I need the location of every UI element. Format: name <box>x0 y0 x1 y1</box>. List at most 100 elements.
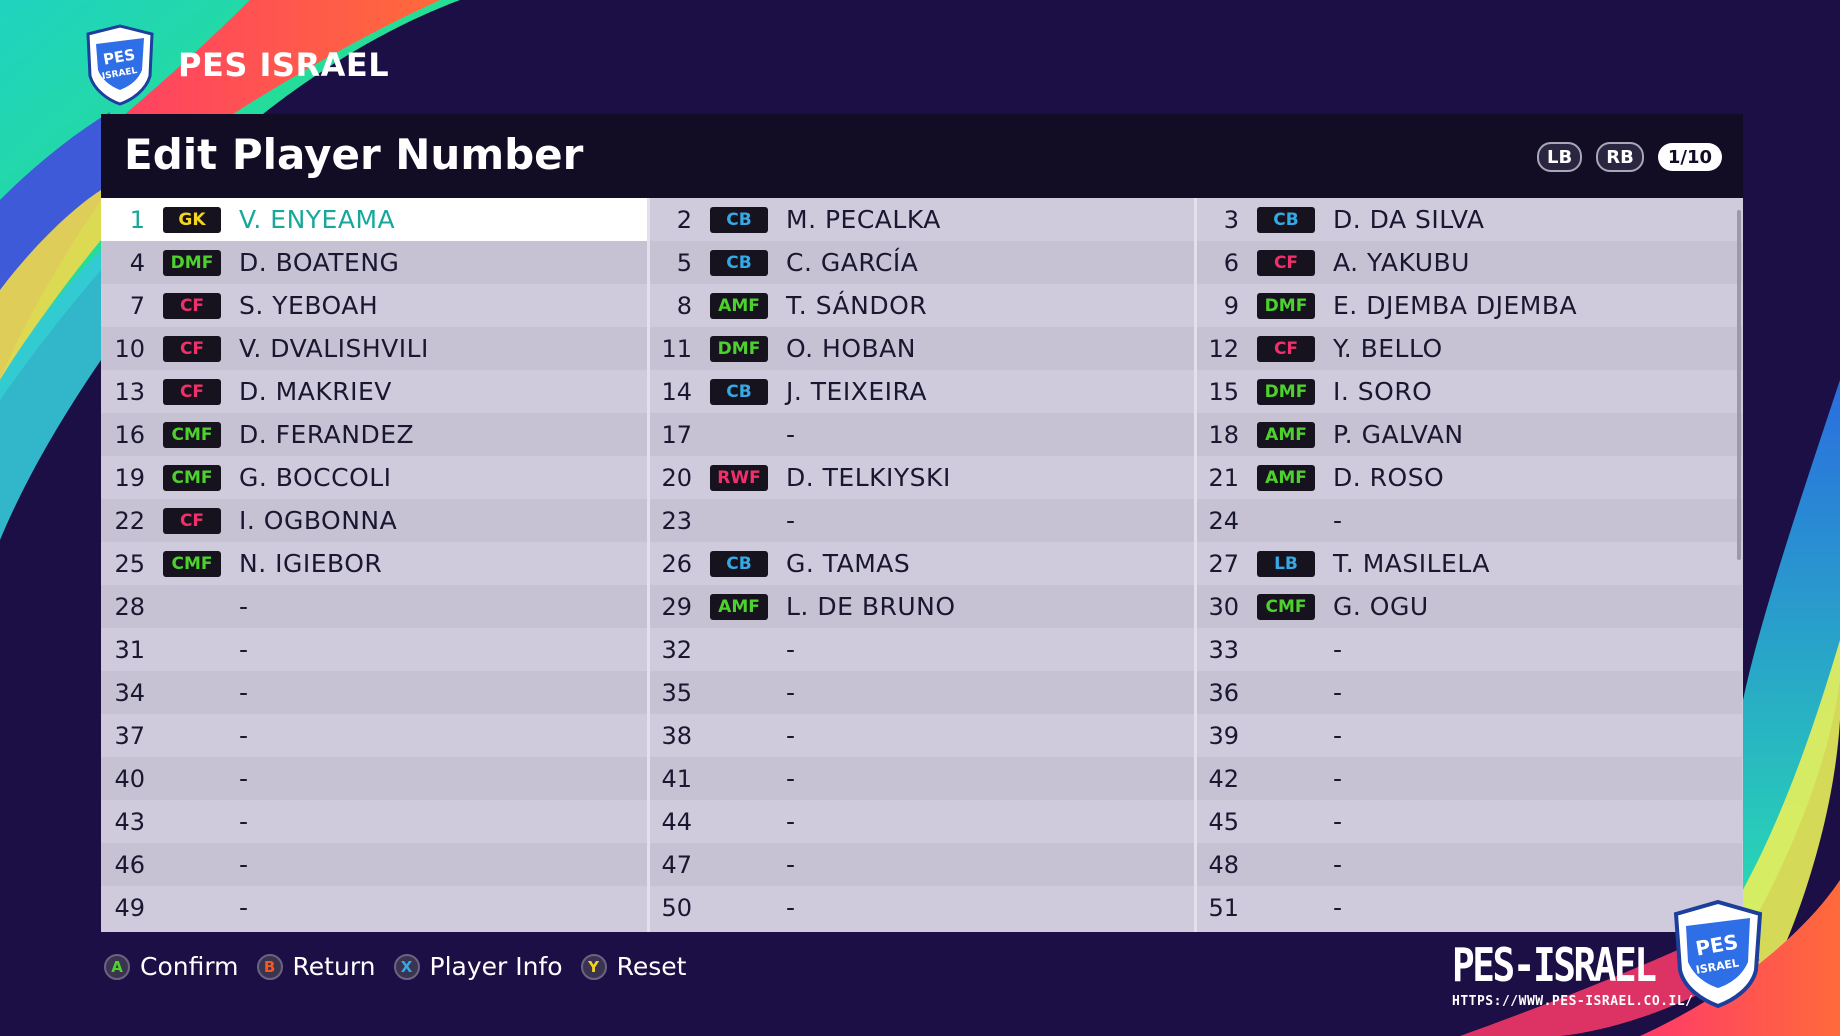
shirt-number: 9 <box>1223 291 1239 320</box>
position-badge <box>710 508 768 534</box>
player-name: L. DE BRUNO <box>786 592 956 621</box>
player-row-27[interactable]: 27 LB T. MASILELA <box>1195 542 1742 585</box>
position-badge: CF <box>1257 335 1315 362</box>
shirt-number: 14 <box>661 377 692 406</box>
confirm-label: Confirm <box>140 952 239 981</box>
player-row-41[interactable]: 41 - <box>648 757 1195 800</box>
button-prompts: A Confirm B Return X Player Info Y Reset <box>104 952 704 981</box>
player-row-51[interactable]: 51 - <box>1195 886 1742 929</box>
player-row-37[interactable]: 37 - <box>101 714 648 757</box>
player-row-15[interactable]: 15 DMF I. SORO <box>1195 370 1742 413</box>
player-row-9[interactable]: 9 DMF E. DJEMBA DJEMBA <box>1195 284 1742 327</box>
reset-prompt[interactable]: Y Reset <box>580 952 686 981</box>
confirm-prompt[interactable]: A Confirm <box>104 952 239 981</box>
player-name: - <box>1333 721 1343 750</box>
player-row-18[interactable]: 18 AMF P. GALVAN <box>1195 413 1742 456</box>
player-row-35[interactable]: 35 - <box>648 671 1195 714</box>
player-row-24[interactable]: 24 - <box>1195 499 1742 542</box>
player-row-14[interactable]: 14 CB J. TEIXEIRA <box>648 370 1195 413</box>
player-name: V. DVALISHVILI <box>239 334 429 363</box>
player-row-48[interactable]: 48 - <box>1195 843 1742 886</box>
position-badge <box>710 809 768 835</box>
player-row-16[interactable]: 16 CMF D. FERANDEZ <box>101 413 648 456</box>
position-badge: LB <box>1257 550 1315 577</box>
player-row-38[interactable]: 38 - <box>648 714 1195 757</box>
return-prompt[interactable]: B Return <box>256 952 376 981</box>
player-row-20[interactable]: 20 RWF D. TELKIYSKI <box>648 456 1195 499</box>
position-badge <box>1257 809 1315 835</box>
player-row-6[interactable]: 6 CF A. YAKUBU <box>1195 241 1742 284</box>
shirt-number: 40 <box>114 764 145 793</box>
player-name: G. BOCCOLI <box>239 463 392 492</box>
player-row-17[interactable]: 17 - <box>648 413 1195 456</box>
player-row-33[interactable]: 33 - <box>1195 628 1742 671</box>
player-info-prompt[interactable]: X Player Info <box>393 952 563 981</box>
player-row-44[interactable]: 44 - <box>648 800 1195 843</box>
shirt-number: 24 <box>1208 506 1239 535</box>
number-column-2: 2 CB M. PECALKA 5 CB C. GARCÍA 8 AMF T. SÁNDOR 11… <box>648 198 1195 932</box>
player-row-1[interactable]: 1 GK V. ENYEAMA <box>101 198 648 241</box>
player-row-30[interactable]: 30 CMF G. OGU <box>1195 585 1742 628</box>
player-row-25[interactable]: 25 CMF N. IGIEBOR <box>101 542 648 585</box>
position-badge <box>1257 852 1315 878</box>
player-row-13[interactable]: 13 CF D. MAKRIEV <box>101 370 648 413</box>
position-badge: CF <box>163 335 221 362</box>
player-name: M. PECALKA <box>786 205 941 234</box>
shirt-number: 32 <box>661 635 692 664</box>
b-button-icon: B <box>256 953 283 980</box>
position-badge: DMF <box>163 249 221 276</box>
shirt-number: 36 <box>1208 678 1239 707</box>
player-row-42[interactable]: 42 - <box>1195 757 1742 800</box>
player-row-5[interactable]: 5 CB C. GARCÍA <box>648 241 1195 284</box>
player-name: - <box>1333 850 1343 879</box>
player-row-10[interactable]: 10 CF V. DVALISHVILI <box>101 327 648 370</box>
player-row-23[interactable]: 23 - <box>648 499 1195 542</box>
player-name: - <box>1333 506 1343 535</box>
player-row-45[interactable]: 45 - <box>1195 800 1742 843</box>
shirt-number: 4 <box>129 248 145 277</box>
shirt-number: 12 <box>1208 334 1239 363</box>
player-name: S. YEBOAH <box>239 291 379 320</box>
player-row-43[interactable]: 43 - <box>101 800 648 843</box>
player-row-26[interactable]: 26 CB G. TAMAS <box>648 542 1195 585</box>
player-row-28[interactable]: 28 - <box>101 585 648 628</box>
player-name: C. GARCÍA <box>786 248 919 277</box>
player-row-8[interactable]: 8 AMF T. SÁNDOR <box>648 284 1195 327</box>
player-row-29[interactable]: 29 AMF L. DE BRUNO <box>648 585 1195 628</box>
rb-button[interactable]: RB <box>1596 142 1644 172</box>
player-row-34[interactable]: 34 - <box>101 671 648 714</box>
shirt-number: 46 <box>114 850 145 879</box>
player-row-19[interactable]: 19 CMF G. BOCCOLI <box>101 456 648 499</box>
position-badge <box>1257 508 1315 534</box>
return-label: Return <box>292 952 376 981</box>
lb-button[interactable]: LB <box>1537 142 1583 172</box>
player-row-11[interactable]: 11 DMF O. HOBAN <box>648 327 1195 370</box>
position-badge: GK <box>163 206 221 233</box>
player-row-12[interactable]: 12 CF Y. BELLO <box>1195 327 1742 370</box>
player-row-31[interactable]: 31 - <box>101 628 648 671</box>
shirt-number: 27 <box>1208 549 1239 578</box>
shirt-number: 18 <box>1208 420 1239 449</box>
player-row-7[interactable]: 7 CF S. YEBOAH <box>101 284 648 327</box>
position-badge <box>163 809 221 835</box>
player-row-22[interactable]: 22 CF I. OGBONNA <box>101 499 648 542</box>
position-badge: AMF <box>710 593 768 620</box>
scrollbar[interactable] <box>1737 210 1741 560</box>
shirt-number: 20 <box>661 463 692 492</box>
player-row-46[interactable]: 46 - <box>101 843 648 886</box>
player-row-40[interactable]: 40 - <box>101 757 648 800</box>
shirt-number: 30 <box>1208 592 1239 621</box>
shirt-number: 34 <box>114 678 145 707</box>
player-row-32[interactable]: 32 - <box>648 628 1195 671</box>
player-row-2[interactable]: 2 CB M. PECALKA <box>648 198 1195 241</box>
player-row-36[interactable]: 36 - <box>1195 671 1742 714</box>
position-badge <box>1257 637 1315 663</box>
player-row-4[interactable]: 4 DMF D. BOATENG <box>101 241 648 284</box>
player-row-3[interactable]: 3 CB D. DA SILVA <box>1195 198 1742 241</box>
player-row-49[interactable]: 49 - <box>101 886 648 929</box>
player-row-50[interactable]: 50 - <box>648 886 1195 929</box>
player-row-39[interactable]: 39 - <box>1195 714 1742 757</box>
player-row-47[interactable]: 47 - <box>648 843 1195 886</box>
player-name: - <box>1333 764 1343 793</box>
player-row-21[interactable]: 21 AMF D. ROSO <box>1195 456 1742 499</box>
